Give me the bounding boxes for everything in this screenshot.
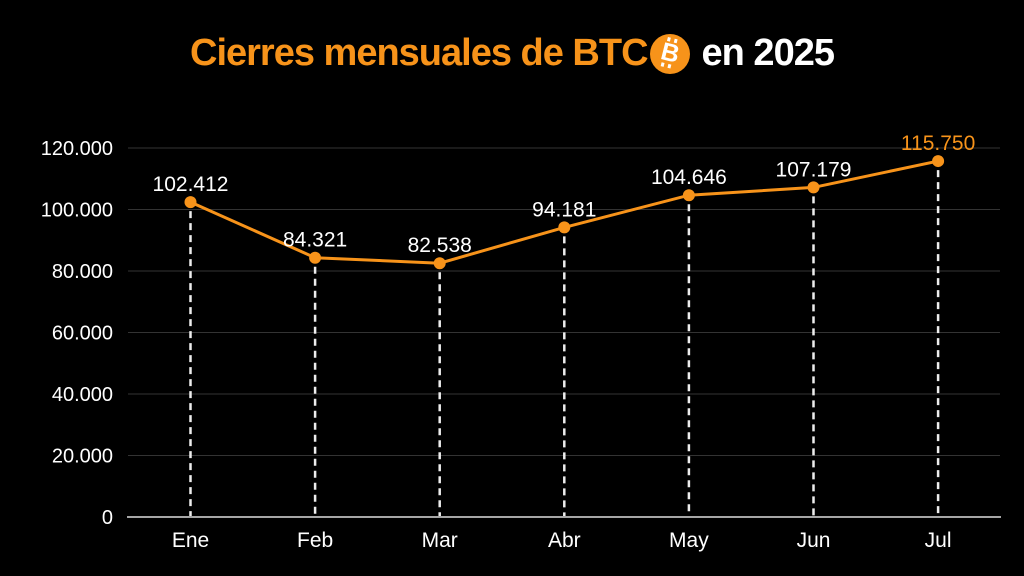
y-axis-tick-label: 20.000: [52, 446, 113, 468]
data-point-label-mar: 82.538: [408, 234, 472, 257]
data-point-label-may: 104.646: [651, 166, 727, 189]
x-axis-label-mar: Mar: [422, 529, 458, 552]
data-point-marker-abr: [558, 221, 571, 234]
y-axis-tick-label: 120.000: [41, 138, 113, 160]
y-axis-tick-label: 0: [102, 507, 113, 529]
y-axis-tick-label: 60.000: [52, 323, 113, 345]
data-point-label-jun: 107.179: [776, 158, 852, 181]
x-axis-label-feb: Feb: [297, 529, 333, 552]
data-point-marker-jul: [932, 155, 945, 168]
data-point-label-ene: 102.412: [153, 173, 229, 196]
y-axis-tick-label: 100.000: [41, 200, 113, 222]
y-axis-tick-label: 80.000: [52, 261, 113, 283]
bitcoin-icon: B: [649, 33, 690, 74]
title-year-text: en 2025: [701, 32, 835, 74]
x-axis-label-jun: Jun: [797, 529, 831, 552]
data-point-marker-mar: [433, 257, 446, 270]
title-orange-text: Cierres mensuales de BTC: [190, 32, 649, 74]
data-point-marker-may: [682, 189, 695, 202]
x-axis-label-jul: Jul: [925, 529, 952, 552]
x-axis-label-ene: Ene: [172, 529, 209, 552]
data-point-marker-feb: [309, 251, 322, 264]
data-point-marker-ene: [184, 196, 197, 209]
chart-title: Cierres mensuales de BTC B en 2025: [0, 32, 1024, 75]
data-point-marker-jun: [807, 181, 820, 194]
data-point-label-abr: 94.181: [532, 198, 596, 221]
y-axis-tick-label: 40.000: [52, 384, 113, 406]
data-point-label-feb: 84.321: [283, 229, 347, 252]
data-point-label-jul: 115.750: [901, 132, 975, 155]
x-axis-label-may: May: [669, 529, 709, 552]
x-axis-label-abr: Abr: [548, 529, 581, 552]
